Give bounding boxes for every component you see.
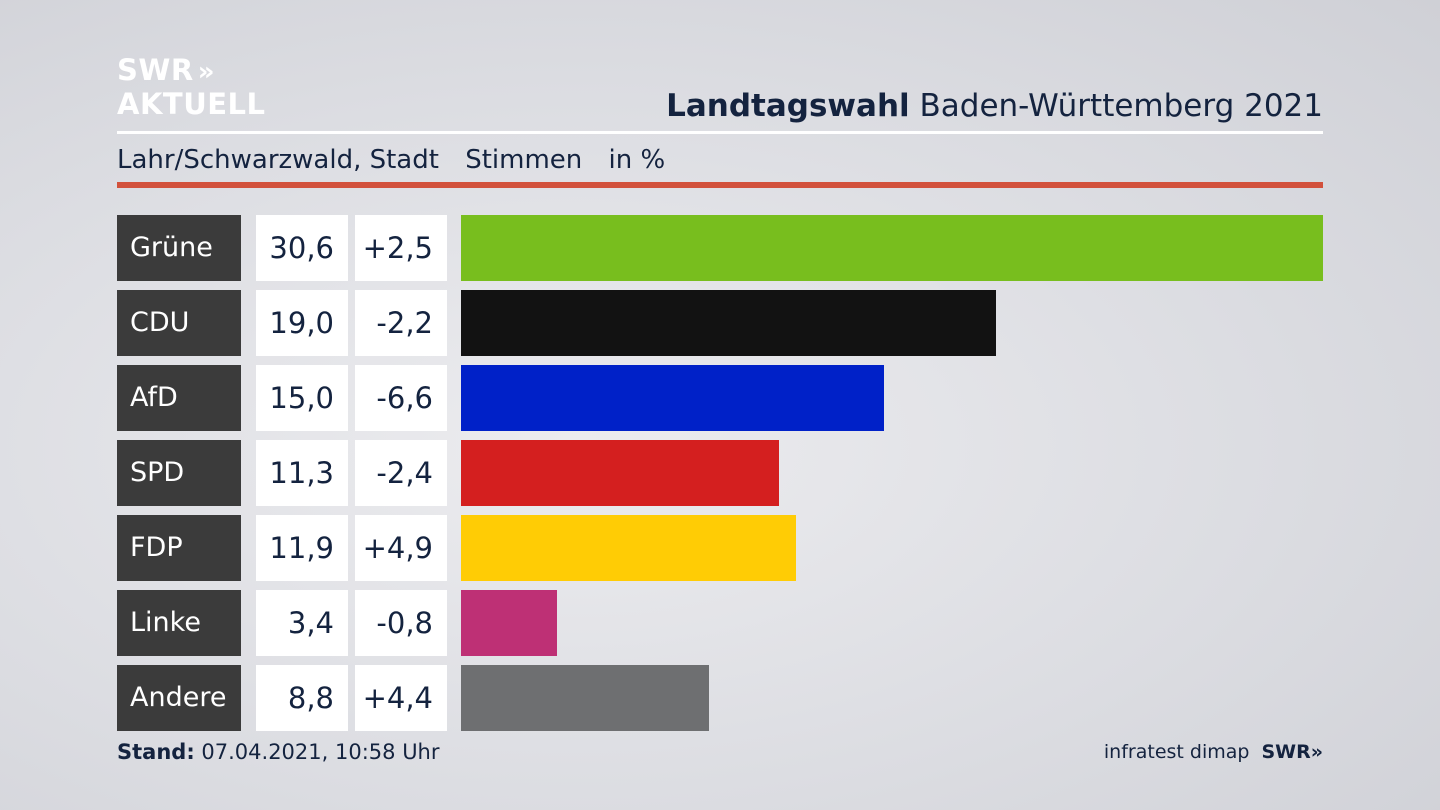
diff-label: -2,2 — [355, 290, 447, 356]
value-label: 15,0 — [256, 365, 348, 431]
bar — [461, 290, 996, 356]
party-label: SPD — [117, 440, 241, 506]
party-label: Grüne — [117, 215, 241, 281]
value-label: 3,4 — [256, 590, 348, 656]
stand-line: Stand: 07.04.2021, 10:58 Uhr — [117, 740, 440, 764]
subtitle-measure: Stimmen — [465, 145, 583, 175]
chart-row: Andere 8,8 +4,4 — [0, 665, 1440, 731]
diff-label: -6,6 — [355, 365, 447, 431]
party-label: FDP — [117, 515, 241, 581]
party-label: CDU — [117, 290, 241, 356]
chart-row: Linke 3,4 -0,8 — [0, 590, 1440, 656]
bar — [461, 590, 557, 656]
diff-label: +4,4 — [355, 665, 447, 731]
party-label: Linke — [117, 590, 241, 656]
bar — [461, 440, 779, 506]
chart-row: SPD 11,3 -2,4 — [0, 440, 1440, 506]
stand-value: 07.04.2021, 10:58 Uhr — [201, 740, 440, 764]
chart-subtitle: Lahr/Schwarzwald, Stadt Stimmen in % — [117, 145, 683, 175]
swr-aktuell-logo: SWR» AKTUELL — [117, 54, 266, 120]
bar — [461, 365, 884, 431]
title-rest: Baden-Württemberg 2021 — [919, 88, 1323, 124]
source-line: infratest dimap SWR» — [1104, 741, 1323, 763]
value-label: 30,6 — [256, 215, 348, 281]
subtitle-region: Lahr/Schwarzwald, Stadt — [117, 145, 439, 175]
chart-row: AfD 15,0 -6,6 — [0, 365, 1440, 431]
stand-label: Stand: — [117, 740, 195, 764]
value-label: 11,3 — [256, 440, 348, 506]
value-label: 19,0 — [256, 290, 348, 356]
divider-accent — [117, 182, 1323, 188]
party-label: Andere — [117, 665, 241, 731]
diff-label: -2,4 — [355, 440, 447, 506]
subtitle-unit: in % — [608, 145, 666, 175]
value-label: 11,9 — [256, 515, 348, 581]
logo-aktuell: AKTUELL — [117, 87, 266, 121]
divider-white — [117, 131, 1323, 134]
title-bold: Landtagswahl — [666, 88, 910, 124]
chart-row: Grüne 30,6 +2,5 — [0, 215, 1440, 281]
diff-label: +2,5 — [355, 215, 447, 281]
swr-small-logo: SWR» — [1261, 741, 1323, 763]
bar — [461, 515, 796, 581]
chart-row: CDU 19,0 -2,2 — [0, 290, 1440, 356]
chart-row: FDP 11,9 +4,9 — [0, 515, 1440, 581]
party-label: AfD — [117, 365, 241, 431]
logo-arrows-icon: » — [197, 57, 215, 87]
source-name: infratest dimap — [1103, 741, 1250, 763]
diff-label: +4,9 — [355, 515, 447, 581]
chart-title: Landtagswahl Baden-Württemberg 2021 — [666, 88, 1323, 124]
bar — [461, 215, 1323, 281]
value-label: 8,8 — [256, 665, 348, 731]
diff-label: -0,8 — [355, 590, 447, 656]
logo-swr: SWR» — [117, 53, 215, 87]
bar — [461, 665, 709, 731]
